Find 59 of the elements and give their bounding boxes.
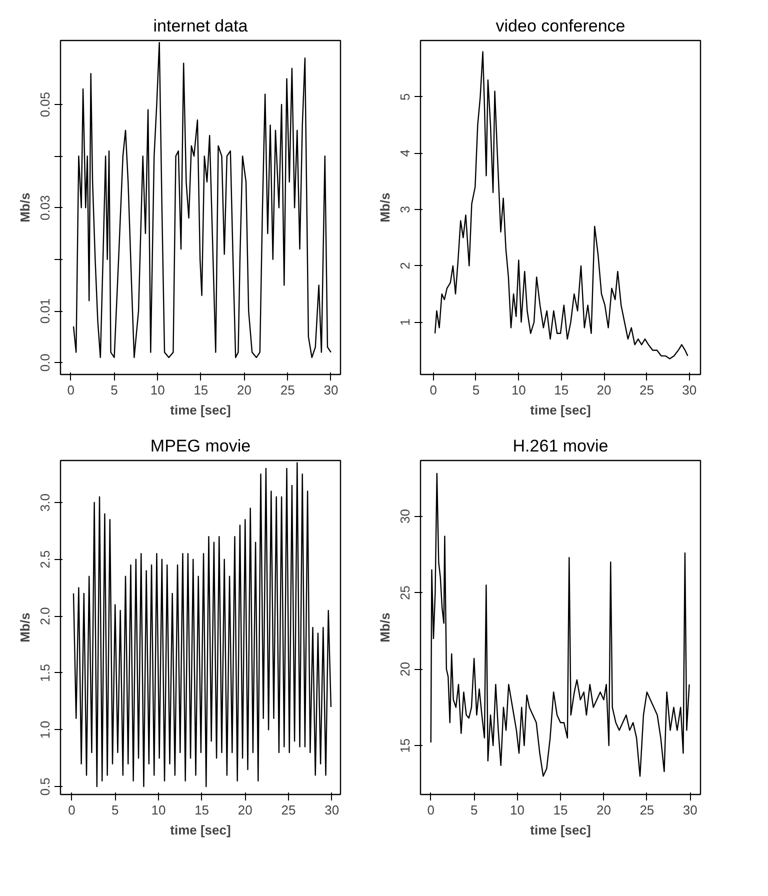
x-tick-label: 0	[67, 382, 75, 398]
y-axis-title: Mb/s	[378, 612, 392, 642]
chart-title: internet data	[153, 16, 248, 36]
y-tick-label: 1.5	[38, 664, 52, 682]
x-axis-title: time [sec]	[170, 822, 231, 838]
x-tick-label: 25	[281, 802, 296, 818]
x-axis-title: time [sec]	[530, 402, 591, 418]
y-axis-title: Mb/s	[18, 612, 32, 642]
y-tick-label: 2.0	[38, 607, 52, 626]
chart-title: H.261 movie	[512, 436, 608, 456]
y-tick-label: 0.0	[38, 354, 52, 372]
x-tick-label: 15	[194, 382, 208, 398]
y-tick-label: 1	[398, 318, 412, 326]
x-tick-label: 20	[238, 802, 252, 818]
y-tick-label: 1.0	[38, 720, 52, 739]
x-tick-label: 25	[639, 382, 654, 398]
y-tick-label: 2	[398, 262, 412, 270]
y-tick-label: 5	[398, 93, 412, 100]
x-tick-label: 25	[640, 802, 654, 818]
y-tick-label: 2.5	[38, 550, 52, 568]
x-tick-label: 5	[470, 802, 478, 818]
x-axis-title: time [sec]	[170, 402, 231, 418]
x-tick-label: 0	[68, 802, 76, 818]
x-tick-label: 20	[596, 382, 612, 398]
y-tick-label: 30	[398, 509, 412, 524]
x-tick-label: 20	[596, 802, 611, 818]
x-tick-label: 0	[430, 382, 437, 398]
y-tick-label: 3	[398, 206, 412, 214]
x-tick-label: 15	[554, 382, 569, 398]
y-tick-label: 3.0	[38, 493, 52, 512]
x-tick-label: 5	[472, 382, 480, 398]
x-tick-label: 30	[682, 802, 698, 818]
x-tick-label: 10	[151, 802, 166, 818]
y-axis-title: Mb/s	[18, 192, 32, 222]
y-tick-label: 0.01	[38, 298, 52, 324]
y-tick-label: 20	[398, 662, 412, 676]
x-tick-label: 15	[553, 802, 568, 818]
chart-title: MPEG movie	[150, 436, 251, 456]
x-tick-label: 30	[324, 802, 340, 818]
x-tick-label: 0	[427, 802, 434, 818]
x-tick-label: 15	[194, 802, 210, 818]
y-tick-label: 0.5	[38, 778, 52, 796]
x-tick-label: 30	[324, 382, 338, 398]
y-tick-label: 0.05	[38, 92, 52, 118]
y-axis-title: Mb/s	[378, 192, 392, 222]
x-tick-label: 10	[511, 382, 526, 398]
y-tick-label: 0.03	[38, 195, 52, 220]
x-tick-label: 20	[237, 382, 252, 398]
y-tick-label: 25	[398, 585, 412, 600]
x-tick-label: 30	[682, 382, 697, 398]
x-tick-label: 10	[150, 382, 165, 398]
x-tick-label: 25	[280, 382, 295, 398]
x-tick-label: 5	[110, 382, 118, 398]
x-axis-title: time [sec]	[530, 822, 591, 838]
x-tick-label: 5	[112, 802, 119, 818]
chart-title: video conference	[496, 16, 626, 36]
y-tick-label: 15	[398, 738, 412, 753]
x-tick-label: 10	[510, 802, 525, 818]
y-tick-label: 4	[398, 150, 412, 157]
